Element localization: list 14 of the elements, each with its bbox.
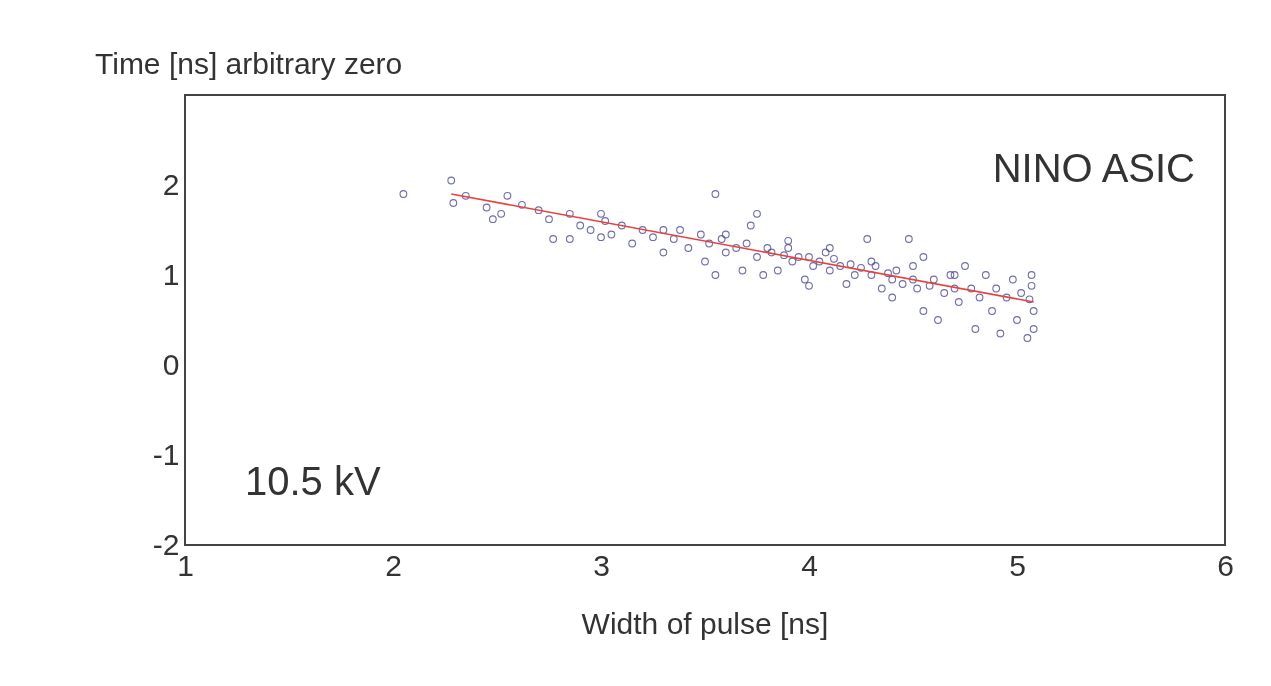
x-tick-label: 6	[1217, 548, 1234, 582]
x-tick-label: 4	[801, 548, 818, 582]
y-tick-label: -2	[152, 527, 180, 561]
y-tick-label: -1	[152, 437, 180, 471]
x-tick-label: 2	[385, 548, 402, 582]
x-tick-label: 5	[1009, 548, 1026, 582]
y-tick-label: 1	[162, 257, 180, 291]
annotation: NINO ASIC	[992, 146, 1195, 190]
y-tick-label: 2	[162, 167, 180, 201]
annotation: 10.5 kV	[245, 459, 381, 503]
x-axis-title: Width of pulse [ns]	[581, 607, 829, 640]
y-tick-label: 0	[162, 347, 180, 381]
x-tick-label: 3	[593, 548, 610, 582]
y-axis-title: Time [ns] arbitrary zero	[95, 47, 403, 80]
